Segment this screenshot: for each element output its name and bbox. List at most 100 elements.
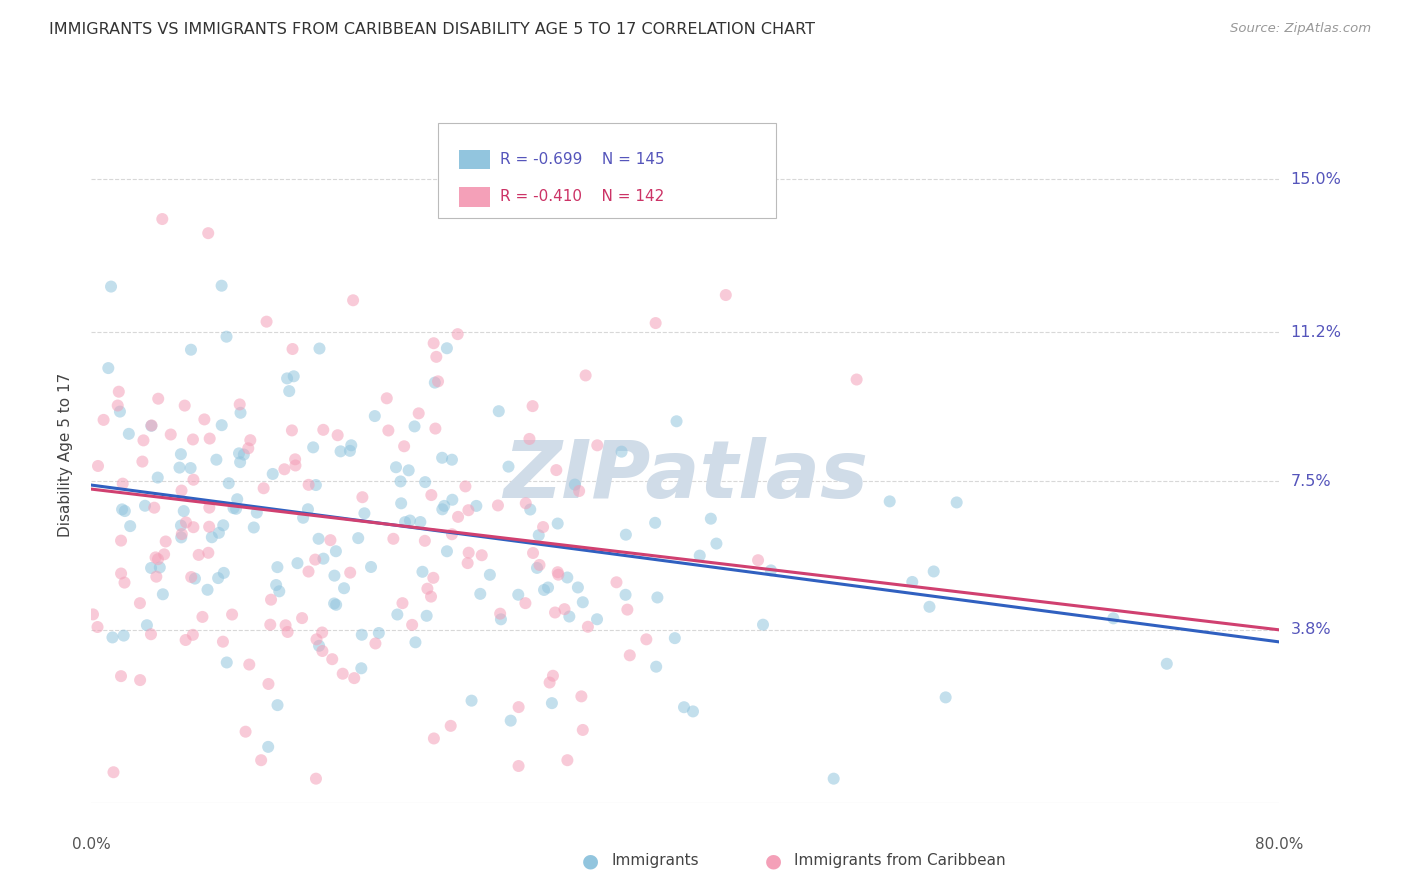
Point	[752, 617, 775, 632]
Point	[555, 570, 578, 584]
Point	[420, 488, 443, 502]
Point	[323, 597, 346, 611]
Point	[228, 397, 250, 411]
Point	[145, 570, 167, 584]
Point	[845, 372, 868, 386]
Point	[207, 571, 229, 585]
Point	[143, 500, 166, 515]
Text: R = -0.699    N = 145: R = -0.699 N = 145	[499, 152, 664, 167]
Point	[401, 618, 423, 632]
Point	[522, 546, 544, 560]
Point	[430, 450, 453, 465]
Point	[367, 626, 389, 640]
Point	[107, 399, 129, 413]
Point	[298, 478, 321, 492]
Point	[339, 443, 361, 458]
Point	[460, 693, 482, 707]
Point	[329, 444, 352, 458]
Point	[541, 669, 564, 683]
Point	[389, 475, 412, 489]
Point	[422, 571, 444, 585]
Point	[198, 500, 221, 515]
Point	[170, 483, 193, 498]
Point	[159, 427, 181, 442]
Point	[173, 504, 195, 518]
Point	[238, 442, 260, 456]
Point	[281, 424, 304, 438]
Point	[228, 446, 250, 460]
Point	[284, 458, 307, 473]
Point	[935, 690, 957, 705]
Text: 0.0%: 0.0%	[72, 837, 111, 852]
Point	[537, 581, 560, 595]
Point	[134, 499, 156, 513]
Point	[262, 467, 284, 481]
Point	[226, 492, 249, 507]
Point	[538, 675, 561, 690]
Point	[312, 551, 335, 566]
Point	[436, 544, 458, 558]
Point	[93, 413, 115, 427]
Point	[139, 627, 162, 641]
Point	[499, 714, 522, 728]
Point	[212, 566, 235, 580]
Point	[150, 212, 173, 227]
Text: IMMIGRANTS VS IMMIGRANTS FROM CARIBBEAN DISABILITY AGE 5 TO 17 CORRELATION CHART: IMMIGRANTS VS IMMIGRANTS FROM CARIBBEAN …	[49, 22, 815, 37]
Point	[457, 503, 479, 517]
Point	[183, 520, 205, 534]
Point	[478, 567, 501, 582]
Point	[101, 631, 124, 645]
Point	[392, 439, 415, 453]
Text: Source: ZipAtlas.com: Source: ZipAtlas.com	[1230, 22, 1371, 36]
Point	[427, 375, 450, 389]
Point	[218, 476, 240, 491]
Point	[256, 315, 278, 329]
Point	[325, 544, 347, 558]
Point	[170, 518, 193, 533]
Point	[212, 518, 235, 533]
Y-axis label: Disability Age 5 to 17: Disability Age 5 to 17	[58, 373, 73, 537]
Point	[415, 608, 437, 623]
Point	[364, 409, 387, 423]
Point	[571, 723, 593, 737]
Point	[153, 547, 176, 561]
Point	[387, 607, 409, 622]
Point	[547, 567, 569, 582]
Point	[644, 516, 666, 530]
Point	[347, 531, 370, 545]
Point	[146, 470, 169, 484]
Point	[498, 459, 520, 474]
Point	[215, 656, 238, 670]
Point	[141, 418, 163, 433]
Point	[375, 392, 398, 406]
Point	[425, 350, 447, 364]
Point	[173, 399, 195, 413]
Point	[879, 494, 901, 508]
Point	[111, 476, 134, 491]
Point	[198, 432, 221, 446]
Point	[526, 561, 548, 575]
Point	[110, 566, 132, 581]
Point	[544, 606, 567, 620]
Point	[118, 426, 141, 441]
Point	[918, 599, 941, 614]
Point	[232, 448, 254, 462]
Point	[422, 336, 444, 351]
Point	[385, 460, 408, 475]
Point	[440, 719, 463, 733]
Point	[488, 404, 510, 418]
Point	[423, 376, 446, 390]
Point	[259, 617, 281, 632]
Point	[664, 631, 686, 645]
Point	[486, 499, 509, 513]
Point	[129, 673, 152, 687]
Point	[470, 587, 492, 601]
Point	[420, 590, 443, 604]
Point	[519, 502, 541, 516]
Point	[250, 753, 273, 767]
Point	[197, 582, 219, 597]
Point	[103, 765, 125, 780]
Point	[436, 341, 458, 355]
Point	[416, 582, 439, 596]
Point	[86, 620, 108, 634]
